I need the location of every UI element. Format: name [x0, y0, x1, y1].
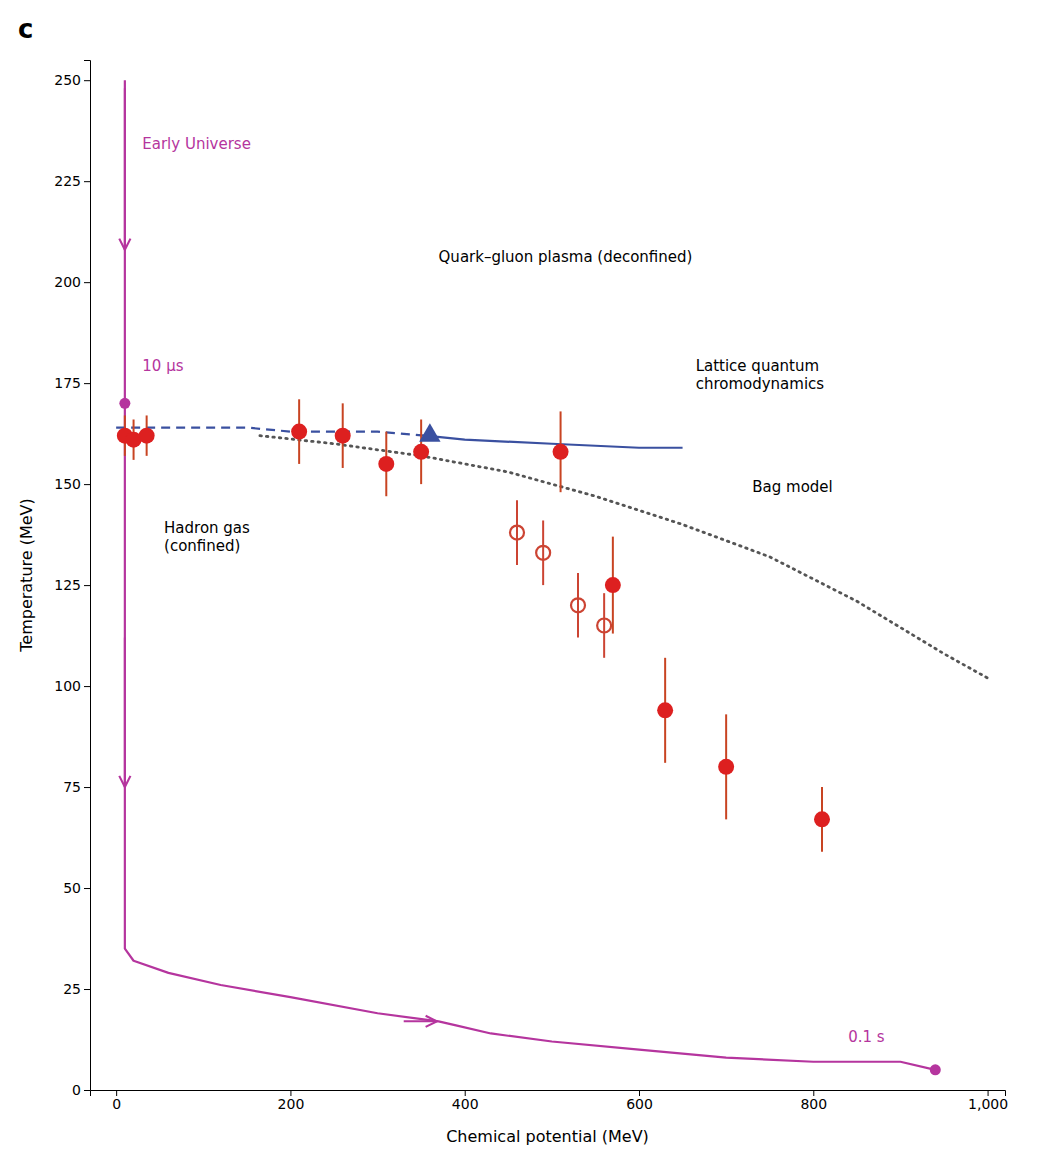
tick-mark [84, 484, 90, 485]
tick-label: 125 [54, 577, 81, 593]
error-bar [603, 593, 605, 658]
annotation: 0.1 s [848, 1028, 885, 1046]
tick-label: 25 [63, 981, 81, 997]
x-axis-title: Chemical potential (MeV) [446, 1127, 649, 1146]
tick: 75 [63, 779, 90, 795]
marker [419, 423, 440, 442]
tick: 225 [54, 173, 90, 189]
tick: 0 [112, 1090, 121, 1112]
marker [597, 618, 611, 632]
tick-mark [84, 585, 90, 586]
marker [553, 444, 569, 460]
marker [605, 577, 621, 593]
tick: 1,000 [968, 1090, 1008, 1112]
tick: 125 [54, 577, 90, 593]
tick: 100 [54, 678, 90, 694]
tick-label: 250 [54, 72, 81, 88]
line [426, 436, 683, 448]
tick: 200 [54, 274, 90, 290]
tick-label: 75 [63, 779, 81, 795]
tick: 250 [54, 72, 90, 88]
marker [814, 811, 830, 827]
tick: 200 [278, 1090, 305, 1112]
scatter-series [510, 500, 611, 658]
marker [378, 456, 394, 472]
scatter-series [419, 423, 440, 442]
tick-label: 100 [54, 678, 81, 694]
tick-mark [84, 888, 90, 889]
tick-label: 0 [112, 1096, 121, 1112]
tick: 400 [452, 1090, 479, 1112]
tick-label: 400 [452, 1096, 479, 1112]
line [116, 428, 425, 436]
arrow [124, 638, 126, 787]
tick-label: 1,000 [968, 1096, 1008, 1112]
tick-label: 0 [72, 1082, 81, 1098]
arrow [404, 1020, 437, 1022]
tick-mark [84, 383, 90, 384]
tick-label: 225 [54, 173, 81, 189]
axis-line [84, 61, 91, 1091]
annotation-line: chromodynamics [696, 375, 825, 393]
marker [657, 702, 673, 718]
y-axis: 0 25 50 75 100 125 150 175 200 225 250 [54, 61, 90, 1098]
annotation: Bag model [752, 478, 832, 496]
tick: 50 [63, 880, 90, 896]
annotation-line: (confined) [164, 537, 240, 555]
chart: 0 200 400 600 800 1,000 0 25 50 75 100 125 150 175 200… [0, 0, 1040, 1170]
marker [718, 759, 734, 775]
tick: 25 [63, 981, 90, 997]
tick-mark [84, 989, 90, 990]
tick-mark [84, 181, 90, 182]
marker [291, 424, 307, 440]
plot-area [116, 80, 987, 1075]
error-bar [577, 573, 579, 638]
tick-label: 800 [800, 1096, 827, 1112]
error-bar [516, 500, 518, 565]
marker [335, 428, 351, 444]
annotation-line: Hadron gas [164, 519, 250, 537]
scatter-series [119, 398, 940, 1075]
annotation: 10 μs [142, 357, 183, 375]
y-axis-title: Temperature (MeV) [17, 498, 36, 653]
marker [119, 398, 130, 409]
annotation-line: Lattice quantum [696, 357, 819, 375]
marker [139, 428, 155, 444]
line [125, 80, 935, 1070]
tick-label: 200 [54, 274, 81, 290]
marker [510, 526, 524, 540]
tick: 800 [800, 1090, 827, 1112]
tick-mark [84, 1090, 90, 1091]
tick-label: 50 [63, 880, 81, 896]
annotations: Early Universe 10 μs 0.1 s Quark–gluon plas… [142, 135, 884, 1046]
panel-label: c [18, 14, 33, 44]
annotation: Hadron gas(confined) [164, 519, 250, 555]
tick: 600 [626, 1090, 653, 1112]
tick-label: 150 [54, 476, 81, 492]
tick: 0 [72, 1082, 90, 1098]
annotation: Quark–gluon plasma (deconfined) [439, 248, 693, 266]
tick-mark [84, 282, 90, 283]
tick-label: 600 [626, 1096, 653, 1112]
tick-label: 200 [278, 1096, 305, 1112]
tick-label: 175 [54, 375, 81, 391]
scatter-series [117, 399, 830, 851]
x-axis: 0 200 400 600 800 1,000 [91, 1090, 1009, 1112]
marker [536, 546, 550, 560]
tick-mark [84, 787, 90, 788]
axis-line [91, 1091, 1006, 1097]
tick: 150 [54, 476, 90, 492]
tick-mark [84, 686, 90, 687]
marker [413, 444, 429, 460]
error-bar [542, 520, 544, 585]
annotation: Early Universe [142, 135, 251, 153]
line [260, 436, 988, 678]
annotation: Lattice quantumchromodynamics [696, 357, 825, 393]
tick: 175 [54, 375, 90, 391]
tick-mark [84, 80, 90, 81]
arrow [124, 88, 126, 250]
marker [930, 1064, 941, 1075]
marker [571, 598, 585, 612]
